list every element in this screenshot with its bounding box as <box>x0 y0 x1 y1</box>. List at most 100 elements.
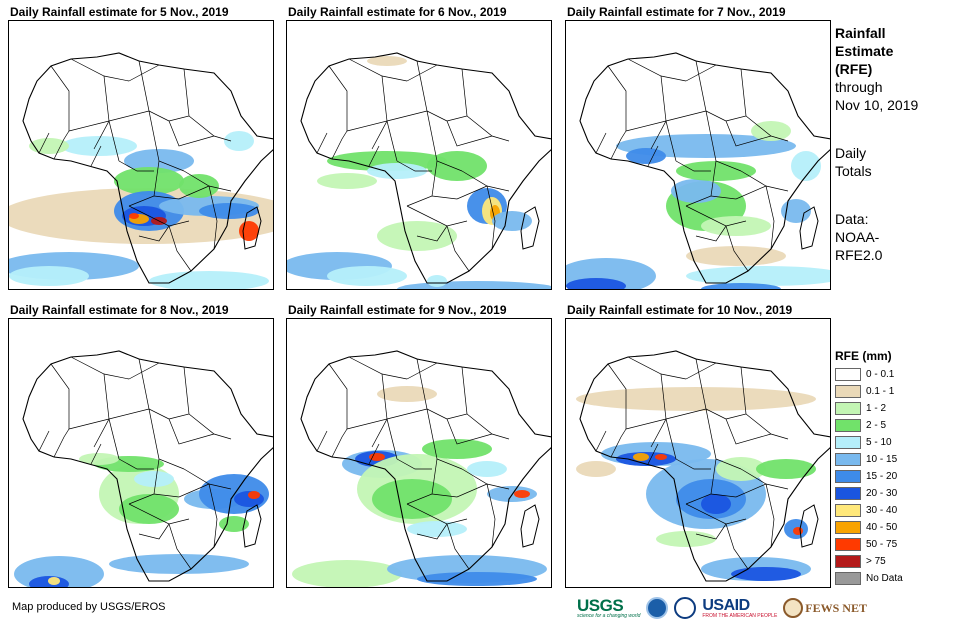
map-panel-6: Daily Rainfall estimate for 6 Nov., 2019 <box>286 4 570 290</box>
africa-coastline <box>22 52 273 284</box>
rainfall-map <box>286 20 552 290</box>
country-border <box>416 225 448 242</box>
rain-area <box>367 163 427 179</box>
country-border <box>53 130 70 160</box>
country-border <box>486 483 496 548</box>
map-panel-title: Daily Rainfall estimate for 10 Nov., 201… <box>567 303 793 317</box>
legend-swatch <box>835 504 861 517</box>
country-border <box>38 132 50 154</box>
info-title-2: Estimate <box>835 43 894 59</box>
legend-label: 10 - 15 <box>866 454 898 465</box>
country-border <box>168 418 215 445</box>
map-panel-title: Daily Rainfall estimate for 5 Nov., 2019 <box>10 5 229 19</box>
info-totals: Totals <box>835 163 872 179</box>
country-border <box>386 418 398 460</box>
rain-area <box>407 521 467 537</box>
country-border <box>627 58 687 82</box>
info-title-3: (RFE) <box>835 61 873 77</box>
usaid-logo-tagline: FROM THE AMERICAN PEOPLE <box>702 612 778 619</box>
legend-row: 20 - 30 <box>835 485 960 502</box>
rain-area <box>239 221 259 241</box>
rain-area <box>731 567 801 581</box>
country-border <box>168 523 192 570</box>
rain-area <box>671 179 721 203</box>
rainfall-map-svg <box>287 52 551 289</box>
legend-row: 2 - 5 <box>835 417 960 434</box>
country-border <box>208 483 218 548</box>
usgs-logo-text: USGS <box>577 596 624 615</box>
usgs-logo: USGS science for a changing world <box>577 597 640 619</box>
country-border <box>610 130 627 160</box>
country-border <box>128 362 160 380</box>
country-border <box>595 430 607 452</box>
madagascar-coastline <box>799 206 819 250</box>
rain-area <box>134 471 174 487</box>
country-border <box>675 160 711 172</box>
legend-swatch <box>835 521 861 534</box>
country-border <box>685 362 717 380</box>
country-border <box>396 160 432 172</box>
legend-row: No Data <box>835 570 960 587</box>
rain-area <box>701 283 781 289</box>
rain-area <box>576 461 616 477</box>
rainfall-map <box>565 318 831 588</box>
rain-area <box>327 266 407 286</box>
country-border <box>725 120 772 147</box>
fews-net-logo: FEWS NET <box>783 598 867 618</box>
legend-swatch <box>835 487 861 500</box>
rain-area <box>129 213 139 219</box>
country-border <box>725 225 749 272</box>
legend-label: 2 - 5 <box>866 420 887 431</box>
country-border <box>406 64 438 82</box>
map-panel-title: Daily Rainfall estimate for 7 Nov., 2019 <box>567 5 786 19</box>
legend-swatch <box>835 419 861 432</box>
rain-area <box>61 136 137 156</box>
fews-net-seal-icon <box>783 598 804 618</box>
country-border <box>647 145 659 167</box>
rain-area <box>377 386 437 402</box>
rain-area <box>179 174 219 198</box>
legend-row: > 75 <box>835 553 960 570</box>
country-border <box>50 363 70 429</box>
info-block: Rainfall Estimate (RFE) through Nov 10, … <box>835 24 960 264</box>
country-border <box>665 418 677 460</box>
country-border <box>396 458 432 470</box>
country-border <box>168 225 192 272</box>
country-border <box>331 428 348 458</box>
country-border <box>665 120 677 162</box>
info-daily: Daily <box>835 145 867 161</box>
legend-row: 50 - 75 <box>835 536 960 553</box>
country-border <box>108 120 120 162</box>
info-through: through <box>835 79 883 95</box>
rain-area <box>292 560 402 587</box>
rain-area <box>317 173 377 189</box>
rain-area <box>427 151 487 181</box>
rainfall-map-svg <box>14 350 273 587</box>
rainfall-map-svg <box>576 350 830 582</box>
africa-coastline <box>300 52 551 284</box>
legend-title: RFE (mm) <box>835 349 892 363</box>
rain-area <box>224 131 254 151</box>
country-border <box>607 363 627 429</box>
country-border <box>128 64 160 82</box>
rainfall-map-svg <box>292 350 551 587</box>
usaid-logo: USAID FROM THE AMERICAN PEOPLE <box>702 597 778 619</box>
country-border <box>610 428 627 458</box>
legend-row: 0 - 0.1 <box>835 366 960 383</box>
country-border <box>446 523 470 570</box>
legend: RFE (mm) 0 - 0.1 0.1 - 1 1 - 2 2 - 5 5 - 10 1… <box>835 348 960 587</box>
country-border <box>675 458 711 470</box>
rain-area <box>576 387 816 411</box>
rain-area <box>114 167 184 195</box>
country-border <box>607 65 627 131</box>
country-border <box>695 523 727 540</box>
rain-area <box>626 148 666 164</box>
country-border <box>386 120 398 162</box>
country-border <box>138 358 170 420</box>
country-border <box>208 185 218 250</box>
map-panel-5: Daily Rainfall estimate for 5 Nov., 2019 <box>8 4 292 290</box>
rainfall-map-svg <box>566 52 830 289</box>
legend-row: 5 - 10 <box>835 434 960 451</box>
rainfall-map <box>8 20 274 290</box>
rain-area <box>701 494 731 514</box>
